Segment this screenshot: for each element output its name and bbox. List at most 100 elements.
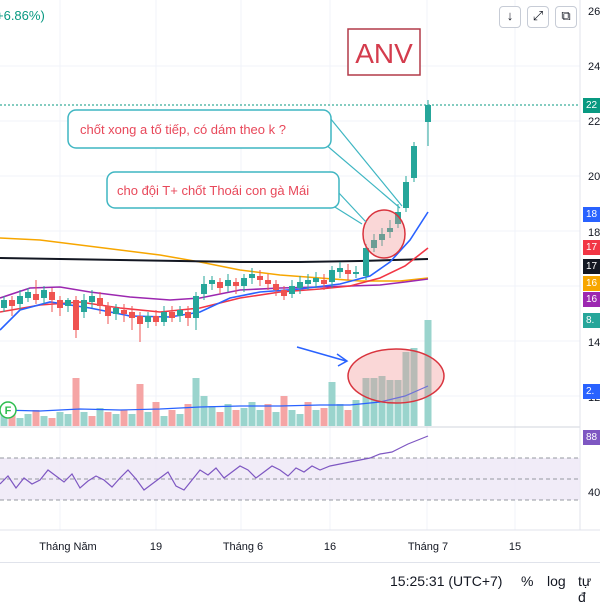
candle-body [9, 300, 15, 306]
candle-body [233, 282, 239, 286]
volume-bar [40, 416, 48, 426]
volume-bar [168, 410, 176, 426]
time-axis[interactable]: Tháng Năm 19 Tháng 6 16 Tháng 7 15 [39, 541, 521, 553]
volume-bar [410, 348, 418, 426]
price-tag-ma-red: 17 [583, 240, 600, 255]
candle-body [81, 300, 87, 312]
volume-bar [88, 416, 96, 426]
volume-bar [424, 320, 432, 426]
candle-body [289, 286, 295, 294]
volume-bar [136, 384, 144, 426]
volume-bar [232, 410, 240, 426]
volume-bar [304, 402, 312, 426]
price-tick: 26 [588, 6, 600, 18]
candle-body [73, 300, 79, 330]
price-tag-volume: 8. [583, 313, 600, 328]
callout-note1-text: chốt xong a tố tiếp, có dám theo k ? [80, 122, 286, 137]
candle-body [201, 284, 207, 294]
percent-toggle[interactable]: % [521, 573, 534, 589]
candle-body [265, 280, 271, 284]
callout-note1-box[interactable] [67, 109, 332, 149]
candle-body [297, 282, 303, 288]
price-highlight-circle [362, 209, 406, 259]
auto-toggle[interactable]: tự đ [578, 573, 592, 605]
snapshot-icon: ⧉ [561, 8, 571, 23]
volume-bar [24, 414, 32, 426]
snapshot-button[interactable]: ⧉ [555, 6, 577, 28]
volume-bar [80, 412, 88, 426]
volume-bar [160, 416, 168, 426]
candle-body [425, 105, 431, 122]
candle-body [185, 312, 191, 318]
candle-body [129, 312, 135, 318]
volume-bar [362, 378, 370, 426]
candle-body [121, 310, 127, 314]
candle-body [65, 300, 71, 306]
price-tick: 22 [588, 116, 600, 128]
rsi-tick: 40 [588, 487, 600, 499]
volume-bar [176, 414, 184, 426]
candle-body [281, 290, 287, 296]
ticker-label: ANV [355, 38, 413, 69]
time-label: 16 [324, 541, 336, 553]
volume-bar [112, 414, 120, 426]
volume-bar [352, 400, 360, 426]
time-label: Tháng 7 [408, 541, 448, 553]
volume-bar [208, 406, 216, 426]
volume-bar [0, 412, 8, 426]
ma-red-line [0, 247, 429, 313]
volume-bar [64, 414, 72, 426]
candlesticks [1, 100, 431, 342]
candle-body [249, 274, 255, 278]
volume-bar [264, 404, 272, 426]
volume-bar [296, 414, 304, 426]
candle-body [137, 316, 143, 324]
price-axis[interactable]: 26 24 22 20 18 14 12 40 [588, 6, 600, 499]
volume-bar [312, 410, 320, 426]
ma-blue-line [0, 211, 429, 331]
volume-bar [288, 410, 296, 426]
candle-body [363, 248, 369, 276]
callout-note2-box[interactable] [106, 171, 340, 209]
download-button[interactable]: ↓ [499, 6, 521, 28]
price-tag-ma-black: 17 [583, 259, 600, 274]
price-tick: 14 [588, 337, 600, 349]
ticker-box[interactable] [347, 28, 421, 76]
volume-bar [336, 404, 344, 426]
clock-time: 15:25:31 (UTC+7) [390, 573, 503, 589]
fullscreen-button[interactable]: ⤢ [527, 6, 549, 28]
grid [0, 0, 580, 530]
candle-body [41, 290, 47, 298]
volume-bar [48, 418, 56, 426]
f-badge[interactable] [0, 401, 17, 419]
candle-body [97, 298, 103, 306]
time-label: Tháng Năm [39, 541, 96, 553]
log-toggle[interactable]: log [547, 573, 566, 589]
candle-body [345, 270, 351, 274]
price-tag-last: 22 [583, 98, 600, 113]
price-tick: 18 [588, 227, 600, 239]
candle-body [329, 270, 335, 282]
candle-body [403, 182, 409, 208]
volume-bar [16, 418, 24, 426]
volume-bar [240, 408, 248, 426]
price-tag-volume-ma: 2. [583, 384, 600, 399]
candle-body [25, 292, 31, 298]
bottom-bar: 15:25:31 (UTC+7) % log tự đ [0, 562, 600, 605]
candle-body [353, 272, 359, 274]
candle-body [371, 240, 377, 248]
volume-bar [184, 404, 192, 426]
volume-bar [224, 404, 232, 426]
candle-body [105, 306, 111, 316]
candle-body [177, 310, 183, 316]
candle-body [395, 212, 401, 224]
candle-body [273, 284, 279, 290]
f-badge-label: F [5, 405, 12, 417]
volume-bar [248, 402, 256, 426]
volume-highlight-circle [347, 348, 445, 404]
price-tag-ma-blue: 18 [583, 207, 600, 222]
rsi-line [0, 435, 429, 491]
candle-body [225, 280, 231, 286]
volume-bar [280, 396, 288, 426]
